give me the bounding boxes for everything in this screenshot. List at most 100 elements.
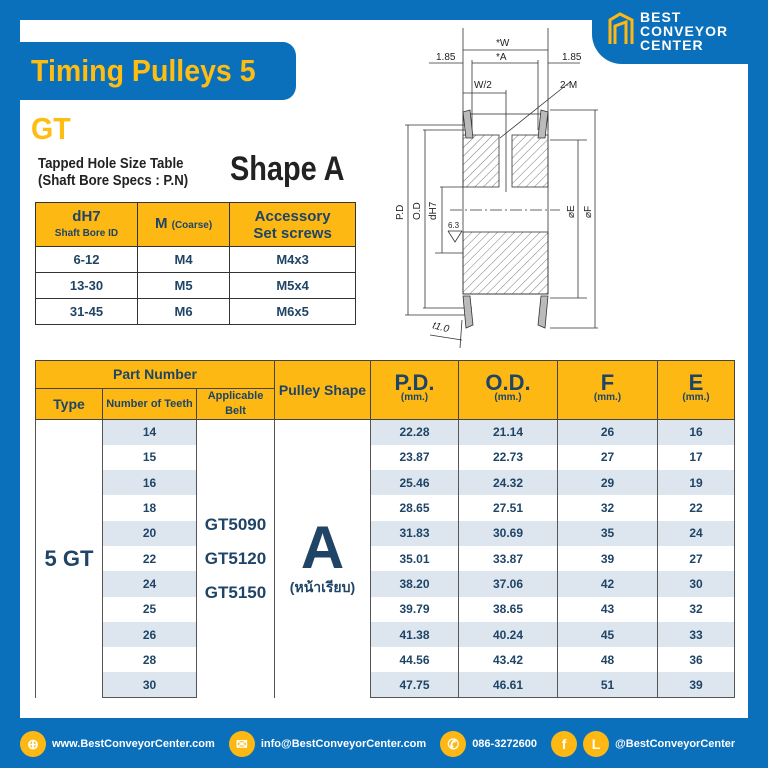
header-dh7: dH7 Shaft Bore ID: [35, 202, 138, 247]
od-cell: 21.14: [458, 419, 558, 445]
pd-cell: 35.01: [370, 545, 459, 572]
header-part-number: Part Number: [35, 360, 275, 389]
od-cell: 46.61: [458, 672, 558, 699]
pd-cell: 47.75: [370, 672, 459, 699]
header-belt: Applicable Belt: [196, 388, 275, 420]
table-row: 25 39.79 38.65 43 32: [36, 596, 735, 622]
h: Shaft Bore ID: [54, 227, 119, 239]
od-cell: 30.69: [458, 520, 558, 546]
od-cell: 37.06: [458, 571, 558, 597]
dim-pd: P.D: [395, 205, 406, 220]
e-cell: 30: [657, 571, 735, 597]
h: F: [600, 370, 615, 395]
h: Accessory: [254, 207, 331, 225]
f-cell: 45: [557, 621, 658, 648]
belt-item: GT5090: [204, 514, 267, 534]
pd-cell: 44.56: [370, 647, 459, 673]
table-row: 15 23.87 22.73 27 17: [36, 444, 735, 471]
dim-f: ⌀F: [583, 206, 594, 218]
e-cell: 39: [657, 672, 735, 699]
pulley-drawing: *W *A 1.85 1.85 W/2 2-M P.D O.D dH7 6.3 …: [395, 28, 598, 349]
shape-label: Shape A: [230, 150, 345, 188]
e-cell: 33: [657, 621, 735, 648]
h: Set screws: [253, 224, 332, 242]
dim-t: t1.0: [431, 320, 450, 335]
shape-letter: A: [300, 513, 345, 581]
teeth-cell: 25: [102, 596, 197, 622]
shape-subtitle: (หน้าเรียบ): [289, 578, 356, 595]
belt-item: GT5150: [204, 582, 267, 602]
header-f: F (mm.): [557, 360, 658, 420]
h: (mm.): [593, 392, 622, 403]
e-cell: 19: [657, 470, 735, 496]
roughness: 6.3: [448, 221, 460, 230]
table-row: 24 38.20 37.06 42 30: [36, 571, 735, 597]
footer: ⊕ www.BestConveyorCenter.com ✉ info@Best…: [0, 722, 768, 766]
header-e: E (mm.): [657, 360, 735, 420]
teeth-cell: 16: [102, 470, 197, 496]
table-row: 5 GT 14 GT5090 GT5120 GT5150 A (หน้าเรียบ) 22.2…: [35, 419, 735, 698]
pd-cell: 41.38: [370, 621, 459, 648]
table-row: 16 25.46 24.32 29 19: [36, 470, 735, 496]
f-cell: 51: [557, 672, 658, 699]
table-row: 18 28.65 27.51 32 22: [36, 495, 735, 521]
belt-cell: GT5090 GT5120 GT5150: [196, 419, 275, 698]
brand-logo: BEST CONVEYOR CENTER: [592, 0, 768, 64]
e-cell: 17: [657, 444, 735, 471]
f-cell: 48: [557, 647, 658, 673]
h: (mm.): [682, 392, 710, 403]
header-m: M (Coarse): [136, 202, 231, 247]
pd-cell: 38.20: [370, 571, 459, 597]
belt-item: GT5120: [204, 548, 267, 568]
table-row: 30 47.75 46.61 51 39: [36, 672, 735, 699]
pd-cell: 23.87: [370, 444, 459, 471]
table-row: 6-12 M4 M4x3: [35, 246, 356, 273]
h: (mm.): [494, 392, 522, 403]
facebook-icon[interactable]: f: [551, 731, 578, 757]
h: E: [688, 370, 704, 395]
page-title: Timing Pulleys 5 GT: [20, 42, 296, 146]
table-row: 28 44.56 43.42 48 36: [36, 647, 735, 673]
f-cell: 26: [557, 419, 658, 445]
table-row: 22 35.01 33.87 39 27: [36, 545, 735, 572]
dim-od: O.D: [412, 202, 423, 220]
phone-number[interactable]: 086-3272600: [472, 738, 538, 750]
od-cell: 33.87: [458, 545, 558, 572]
table-cell: M6x5: [229, 298, 356, 325]
teeth-cell: 20: [102, 520, 197, 546]
social-handle[interactable]: @BestConveyorCenter: [615, 738, 736, 750]
type-cell: 5 GT: [35, 419, 103, 698]
globe-icon: ⊕: [20, 731, 46, 757]
h: (mm.): [400, 392, 429, 403]
header-set-screws: Accessory Set screws: [229, 202, 356, 247]
dim-right: 1.85: [562, 52, 582, 63]
e-cell: 32: [657, 596, 735, 622]
f-cell: 27: [557, 444, 658, 471]
table-row: 31-45 M6 M6x5: [35, 298, 356, 325]
website-link[interactable]: www.BestConveyorCenter.com: [52, 738, 215, 750]
f-cell: 29: [557, 470, 658, 496]
email-link[interactable]: info@BestConveyorCenter.com: [260, 738, 427, 750]
table-row: 13-30 M5 M5x4: [35, 272, 356, 299]
teeth-cell: 18: [102, 495, 197, 521]
od-cell: 38.65: [458, 596, 558, 622]
line-icon[interactable]: L: [583, 731, 610, 757]
teeth-cell: 26: [102, 621, 197, 648]
od-cell: 24.32: [458, 470, 558, 496]
teeth-cell: 22: [102, 545, 197, 572]
teeth-cell: 24: [102, 571, 197, 597]
f-cell: 43: [557, 596, 658, 622]
e-cell: 22: [657, 495, 735, 521]
teeth-cell: 30: [102, 672, 197, 699]
pulley-spec-table: Part Number Pulley Shape P.D. (mm.) O.D.(…: [35, 360, 735, 699]
header-pd: P.D. (mm.): [370, 360, 459, 420]
f-cell: 42: [557, 571, 658, 597]
h: (Coarse): [171, 220, 213, 231]
dim-m: 2-M: [560, 80, 577, 91]
table-row: 20 31.83 30.69 35 24: [36, 520, 735, 546]
table-cell: M6: [136, 298, 231, 325]
dim-dh7: dH7: [428, 201, 439, 220]
e-cell: 24: [657, 520, 735, 546]
dim-e: ⌀E: [566, 205, 577, 218]
pd-cell: 28.65: [370, 495, 459, 521]
